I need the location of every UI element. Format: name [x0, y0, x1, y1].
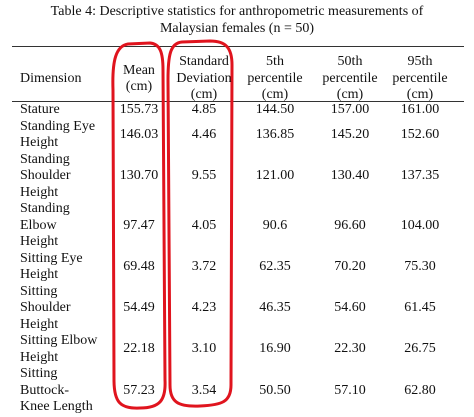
dimension-name: Buttock-: [20, 382, 69, 398]
dimension-name: Sitting Eye: [20, 250, 83, 266]
value-cell: 4.46: [191, 126, 217, 142]
dimension-name: Height: [20, 184, 59, 200]
value-cell: 104.00: [400, 217, 440, 233]
header-cell: Deviation: [176, 70, 232, 86]
value-cell: 130.70: [119, 168, 159, 183]
value-cell: 57.23: [123, 382, 155, 398]
value-cell: 3.72: [191, 258, 217, 274]
header-rule: [12, 101, 464, 102]
value-cell: 9.55: [191, 168, 217, 183]
dimension-name: Stature: [20, 102, 60, 117]
value-cell: 22.30: [334, 341, 366, 357]
value-cell: 62.35: [259, 258, 291, 274]
dimension-name: Standing: [20, 201, 70, 216]
dimension-name: Height: [20, 135, 59, 150]
value-cell: 97.47: [123, 217, 155, 233]
header-cell: 95th: [407, 54, 433, 70]
value-cell: 46.35: [259, 300, 291, 315]
value-cell: 152.60: [400, 126, 440, 142]
value-cell: 61.45: [404, 300, 436, 315]
value-cell: 144.50: [255, 102, 295, 117]
value-cell: 4.85: [191, 102, 217, 117]
dimension-name: Height: [20, 267, 59, 282]
header-cell: (cm): [336, 87, 364, 103]
value-cell: 75.30: [404, 258, 436, 274]
header-cell: 50th: [337, 54, 363, 70]
header-cell: (cm): [406, 87, 434, 103]
value-cell: 90.6: [262, 217, 288, 233]
header-cell: percentile: [247, 70, 303, 86]
header-cell: (cm): [261, 87, 289, 103]
header-cell: Mean: [123, 62, 155, 78]
header-cell: 5th: [266, 54, 284, 70]
dimension-name: Shoulder: [20, 168, 71, 183]
value-cell: 157.00: [330, 102, 370, 117]
value-cell: 146.03: [119, 126, 159, 142]
value-cell: 130.40: [330, 168, 370, 183]
dimension-name: Height: [20, 349, 59, 365]
title-line: Malaysian females (n = 50): [159, 21, 315, 36]
dimension-name: Height: [20, 316, 59, 332]
dimension-name: Elbow: [20, 217, 57, 233]
value-cell: 136.85: [255, 126, 295, 142]
dimension-name: Knee Length: [20, 399, 93, 414]
value-cell: 54.60: [334, 300, 366, 315]
value-cell: 4.05: [191, 217, 217, 233]
dimension-name: Sitting Elbow: [20, 333, 98, 348]
header-cell: (cm): [125, 79, 153, 94]
value-cell: 161.00: [400, 102, 440, 117]
value-cell: 3.10: [191, 341, 217, 357]
value-cell: 137.35: [400, 168, 440, 183]
dimension-name: Height: [20, 234, 59, 249]
title-line: Table 4: Descriptive statistics for anth…: [50, 4, 424, 19]
value-cell: 62.80: [404, 382, 436, 398]
value-cell: 26.75: [404, 341, 436, 357]
top-rule: [12, 46, 464, 47]
dimension-name: Sitting: [20, 366, 58, 381]
dimension-name: Standing Eye: [20, 118, 96, 134]
header-cell: (cm): [190, 87, 218, 103]
value-cell: 4.23: [191, 300, 217, 315]
header-cell: Standard: [179, 54, 229, 70]
dimension-name: Sitting: [20, 283, 58, 299]
value-cell: 96.60: [334, 217, 366, 233]
value-cell: 155.73: [119, 102, 159, 117]
value-cell: 57.10: [334, 382, 366, 398]
value-cell: 3.54: [191, 382, 217, 398]
value-cell: 69.48: [123, 258, 155, 274]
header-cell: Dimension: [20, 70, 82, 86]
value-cell: 145.20: [330, 126, 370, 142]
value-cell: 54.49: [123, 300, 155, 315]
header-cell: percentile: [322, 70, 378, 86]
value-cell: 16.90: [259, 341, 291, 357]
dimension-name: Shoulder: [20, 300, 71, 315]
mean-highlight: [111, 41, 167, 410]
value-cell: 70.20: [334, 258, 366, 274]
sd-highlight: [166, 39, 234, 408]
value-cell: 22.18: [123, 341, 155, 357]
dimension-name: Standing: [20, 151, 70, 167]
value-cell: 121.00: [255, 168, 295, 183]
value-cell: 50.50: [259, 382, 291, 398]
header-cell: percentile: [392, 70, 448, 86]
